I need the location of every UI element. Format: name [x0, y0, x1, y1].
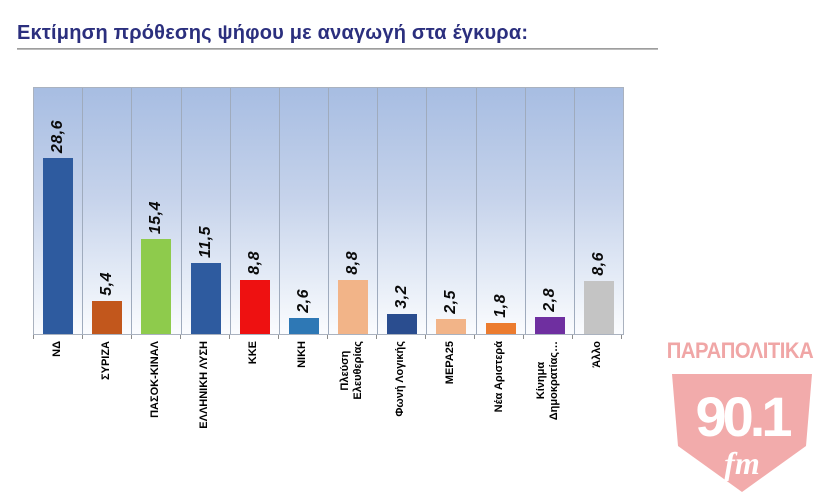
axis-ticks: [33, 335, 622, 339]
axis-tick: [279, 335, 328, 339]
category-label: ΚΚΕ: [247, 341, 260, 365]
axis-tick: [475, 335, 524, 339]
bar-value-label: 8,6: [589, 252, 607, 276]
bar: [534, 317, 565, 334]
bar-value-label: 2,5: [442, 290, 460, 314]
station-logo: ΠΑΡΑΠΟΛΙΤΙΚΑ 90.1 fm: [658, 338, 821, 496]
logo-band: fm: [724, 445, 760, 481]
category-label: ΣΥΡΙΖΑ: [100, 341, 113, 380]
chart-column: 2,5: [427, 88, 477, 334]
category-cell: ΝΙΚΗ: [278, 341, 327, 456]
category-cell: Φωνή Λογικής: [377, 341, 426, 456]
bar: [485, 323, 516, 334]
axis-tick: [181, 335, 230, 339]
bar-value-label: 8,8: [245, 251, 263, 275]
bar-value-label: 11,5: [196, 226, 214, 258]
axis-tick: [328, 335, 377, 339]
category-label: Πλεύση Ελευθερίας: [338, 341, 364, 400]
axis-tick: [230, 335, 279, 339]
bar: [338, 280, 369, 334]
category-label: ΜΕΡΑ25: [443, 341, 456, 385]
category-label: ΝΙΚΗ: [296, 341, 309, 368]
chart-column: 8,8: [231, 88, 280, 334]
bar-chart-plot-area: 28,6 5,4 15,4 11,5 8,8 2,6 8,8 3,2 2,5 1,8 2,8 8,6: [33, 87, 624, 335]
bar-value-label: 15,4: [147, 200, 165, 234]
category-cell: ΣΥΡΙΖΑ: [82, 341, 131, 456]
bar: [190, 263, 221, 334]
category-cell: Άλλο: [573, 341, 622, 456]
bar-value-label: 2,6: [294, 289, 312, 313]
bar-value-label: 8,8: [344, 251, 362, 275]
category-label: Φωνή Λογικής: [394, 341, 407, 417]
bar-value-label: 28,6: [49, 119, 67, 153]
category-label: Νέα Αριστερά: [492, 341, 505, 413]
bar: [141, 239, 172, 334]
chart-column: 5,4: [83, 88, 133, 334]
axis-tick: [132, 335, 181, 339]
bar: [239, 280, 270, 334]
chart-column: 8,6: [575, 88, 623, 334]
category-cell: Κίνημα Δημοκρατίας…: [524, 341, 573, 456]
category-label: Κίνημα Δημοκρατίας…: [535, 341, 561, 421]
chart-column: 11,5: [182, 88, 231, 334]
bar-value-label: 1,8: [491, 294, 509, 318]
category-cell: ΕΛΛΗΝΙΚΗ ΛΥΣΗ: [180, 341, 229, 456]
category-axis-labels: ΝΔ ΣΥΡΙΖΑ ΠΑΣΟΚ-ΚΙΝΑΛ ΕΛΛΗΝΙΚΗ ΛΥΣΗ ΚΚΕ ΝΙΚΗ Π…: [33, 341, 622, 456]
category-cell: ΝΔ: [33, 341, 82, 456]
axis-tick: [426, 335, 475, 339]
category-label: ΕΛΛΗΝΙΚΗ ΛΥΣΗ: [198, 341, 211, 429]
bar: [387, 314, 418, 334]
chart-column: 2,8: [526, 88, 575, 334]
page-title: Εκτίμηση πρόθεσης ψήφου με αναγωγή στα έ…: [17, 22, 529, 44]
chart-column: 1,8: [477, 88, 526, 334]
category-cell: ΜΕΡΑ25: [426, 341, 475, 456]
bar: [583, 281, 614, 334]
axis-tick: [524, 335, 573, 339]
axis-tick: [33, 335, 83, 339]
title-underline: [17, 48, 658, 50]
category-cell: ΠΑΣΟΚ-ΚΙΝΑΛ: [131, 341, 180, 456]
radio-badge-icon: 90.1 fm: [672, 374, 812, 492]
category-label: Άλλο: [590, 341, 603, 368]
category-cell: ΚΚΕ: [229, 341, 278, 456]
axis-tick: [377, 335, 426, 339]
bar: [43, 158, 74, 334]
category-cell: Πλεύση Ελευθερίας: [327, 341, 376, 456]
axis-tick: [573, 335, 622, 339]
bar-value-label: 5,4: [98, 272, 116, 296]
category-cell: Νέα Αριστερά: [475, 341, 524, 456]
bar: [92, 301, 123, 334]
bar: [436, 319, 467, 334]
chart-column: 3,2: [378, 88, 428, 334]
chart-column: 8,8: [329, 88, 379, 334]
bar-value-label: 3,2: [393, 285, 411, 309]
logo-wordmark: ΠΑΡΑΠΟΛΙΤΙΚΑ: [666, 338, 814, 363]
category-label: ΝΔ: [50, 341, 63, 357]
logo-frequency: 90.1: [696, 385, 792, 448]
axis-tick: [83, 335, 132, 339]
chart-column: 2,6: [280, 88, 330, 334]
category-label: ΠΑΣΟΚ-ΚΙΝΑΛ: [149, 341, 162, 418]
chart-column: 28,6: [34, 88, 84, 334]
chart-column: 15,4: [132, 88, 182, 334]
bar-value-label: 2,8: [540, 288, 558, 312]
bar: [288, 318, 319, 334]
